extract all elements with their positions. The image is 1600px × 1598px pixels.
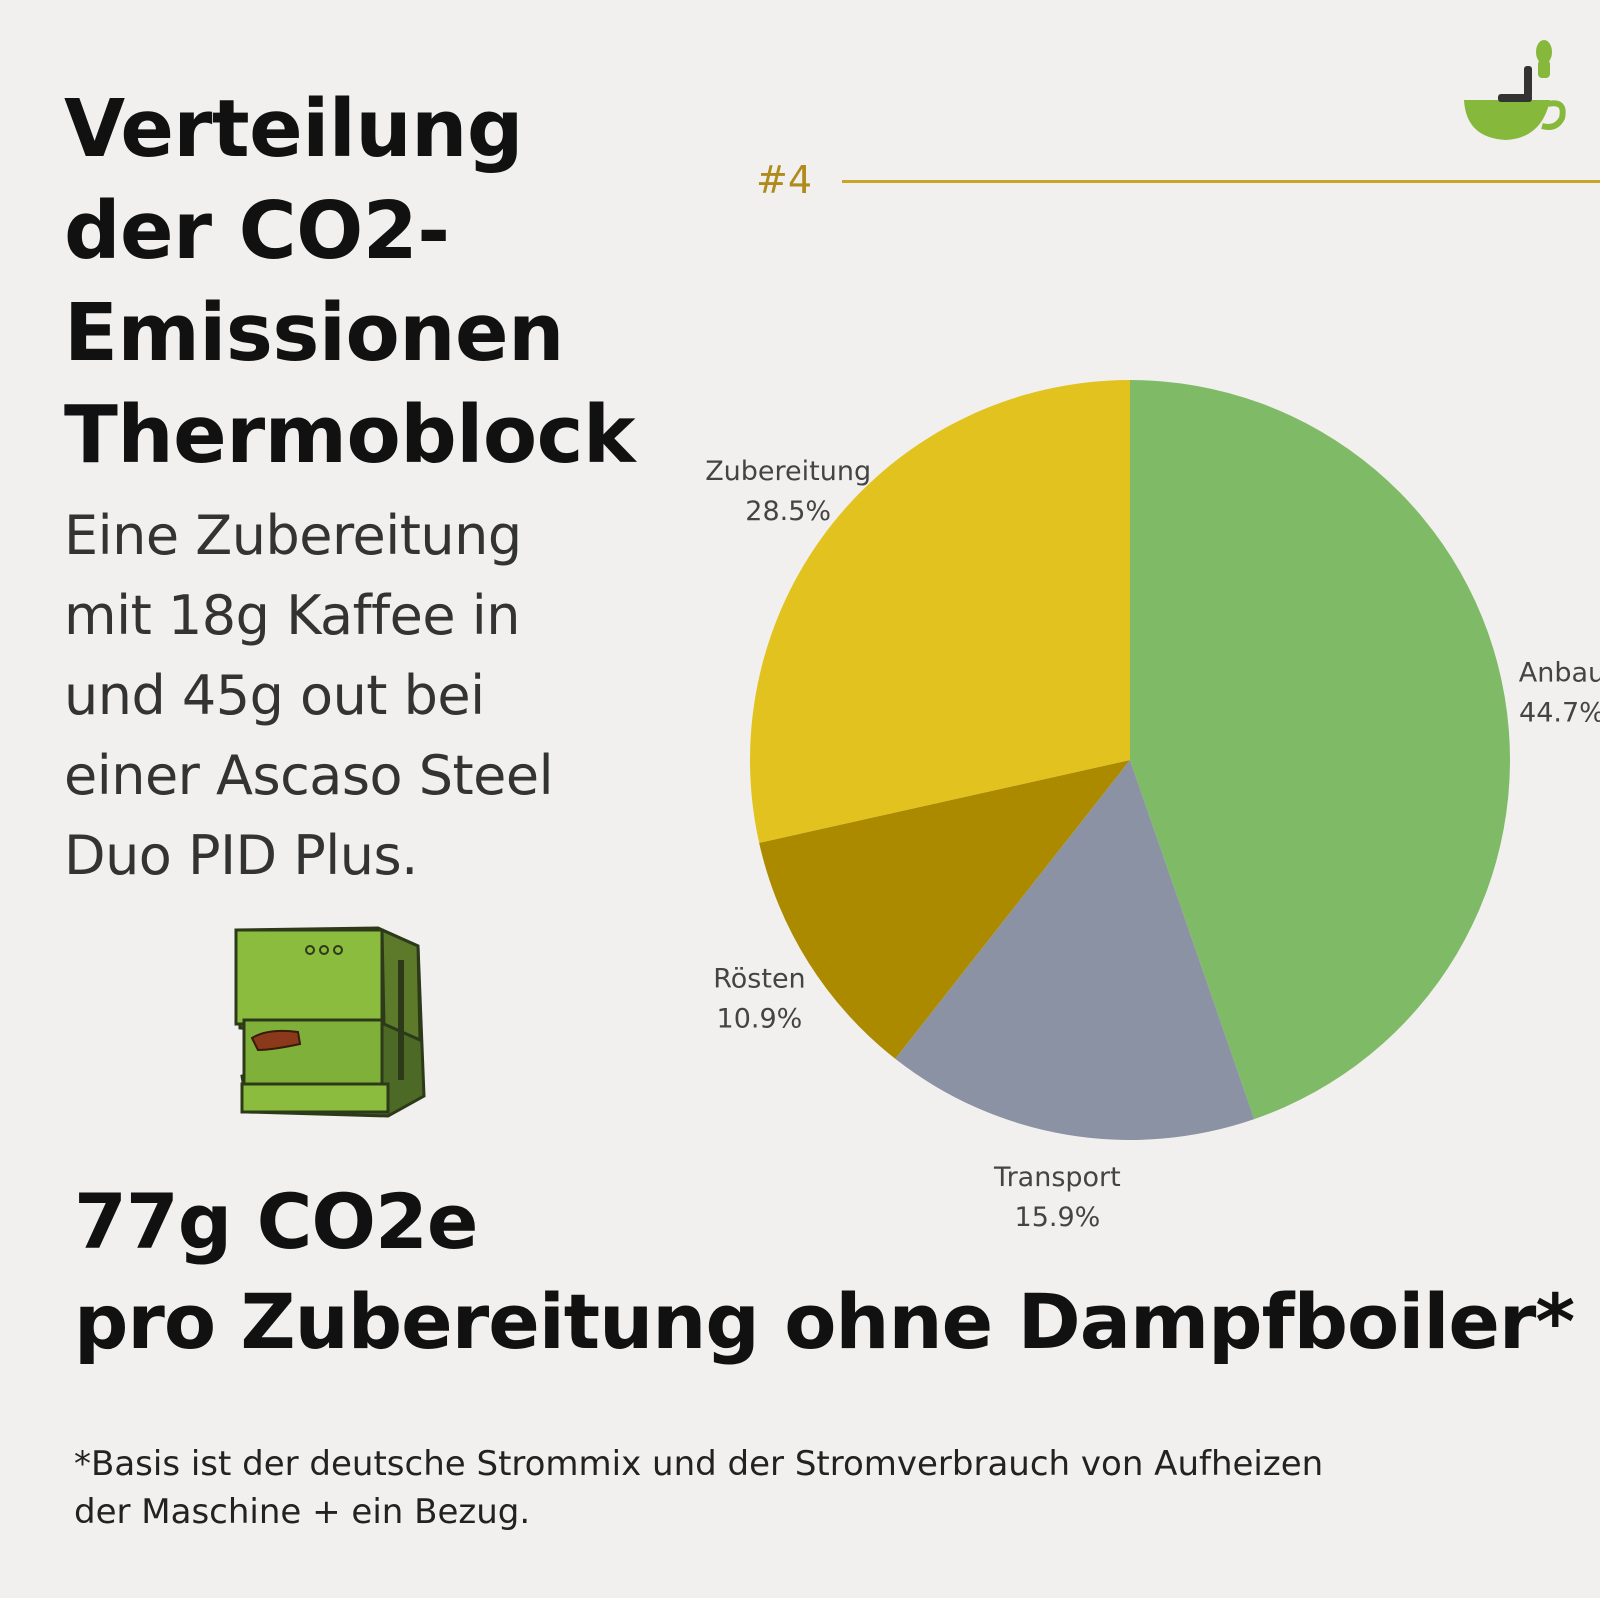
divider-line xyxy=(842,180,1600,183)
title-line: Verteilung xyxy=(64,83,523,175)
description-line: Eine Zubereitung xyxy=(64,504,522,567)
slice-value-label: 15.9% xyxy=(1015,1202,1101,1233)
slice-value-label: 44.7% xyxy=(1519,697,1600,728)
description: Eine Zubereitung mit 18g Kaffee in und 4… xyxy=(64,496,604,896)
page-title: Verteilung der CO2- Emissionen Thermoblo… xyxy=(64,78,664,486)
slice-label: Anbau xyxy=(1519,657,1600,688)
pie-chart: Anbau 44.7% Transport 15.9% Rösten 10.9% Zuber… xyxy=(705,380,1600,1233)
total-line: 77g CO2e xyxy=(74,1177,478,1266)
slice-label: Rösten xyxy=(713,964,805,995)
pie-slice-anbau xyxy=(1130,380,1510,1120)
pie-slice-transport xyxy=(895,760,1255,1140)
footnote-line: der Maschine + ein Bezug. xyxy=(74,1492,531,1532)
total-emissions: 77g CO2e pro Zubereitung ohne Dampfboile… xyxy=(74,1172,1575,1372)
slice-label: Transport xyxy=(993,1162,1121,1193)
title-line: der CO2- xyxy=(64,185,450,277)
slice-value-label: 10.9% xyxy=(717,1004,803,1035)
description-line: und 45g out bei xyxy=(64,664,485,727)
footnote: *Basis ist der deutsche Strommix und der… xyxy=(74,1440,1534,1536)
title-line: Emissionen xyxy=(64,287,564,379)
pie-slice-zubereitung xyxy=(750,380,1130,843)
description-line: mit 18g Kaffee in xyxy=(64,584,521,647)
description-line: einer Ascaso Steel xyxy=(64,744,554,807)
footnote-line: *Basis ist der deutsche Strommix und der… xyxy=(74,1444,1324,1484)
coffee-cup-logo-icon xyxy=(1464,40,1566,140)
total-line: pro Zubereitung ohne Dampfboiler* xyxy=(74,1277,1575,1366)
slide-number-badge: #4 xyxy=(756,158,813,202)
slice-value-label: 28.5% xyxy=(745,496,831,527)
slice-label: Zubereitung xyxy=(705,456,871,487)
pie-slice-rösten xyxy=(759,760,1130,1059)
description-line: Duo PID Plus. xyxy=(64,824,418,887)
espresso-machine-illustration xyxy=(234,926,426,1118)
title-line: Thermoblock xyxy=(64,389,636,481)
